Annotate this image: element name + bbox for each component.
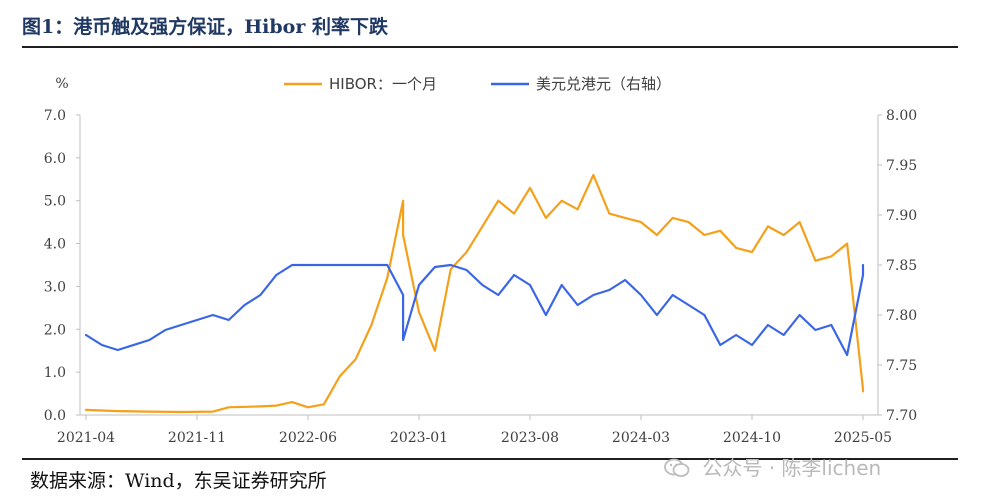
y-tick-label: 3.0: [44, 279, 66, 295]
chart-axes: 0.0 1.0 2.0 3.0 4.0 5.0 6.0 7.0 7.70 7.75 7.80 7.85…: [44, 76, 917, 446]
source-rule: [22, 458, 958, 460]
y2-tick-label: 7.95: [886, 158, 917, 174]
series-line-hibor: [84, 173, 865, 414]
legend-hibor-label: HIBOR：一个月: [329, 75, 437, 93]
y2-tick-label: 7.85: [886, 258, 917, 274]
x-tick-label: 2022-06: [279, 430, 337, 446]
y-axis-label: %: [55, 76, 68, 92]
series-line-usdhkd: [84, 263, 865, 357]
x-tick-label: 2021-04: [57, 430, 115, 446]
watermark-text: 公众号 · 陈李lichen: [702, 456, 882, 480]
figure-title: 图1：港币触及强方保证，Hibor 利率下跌: [22, 16, 388, 38]
chart-series: [84, 173, 865, 414]
y-tick-label: 5.0: [44, 194, 66, 210]
y-tick-label: 2.0: [44, 322, 66, 338]
y2-tick-label: 7.90: [886, 208, 917, 224]
y2-tick-label: 7.75: [886, 358, 917, 374]
y2-tick-label: 8.00: [886, 108, 917, 124]
x-tick-label: 2021-11: [168, 430, 226, 446]
y-tick-label: 0.0: [44, 408, 66, 424]
title-rule: [22, 46, 958, 48]
wechat-icon: [664, 458, 690, 477]
x-tick-label: 2023-01: [390, 430, 448, 446]
y2-tick-label: 7.80: [886, 308, 917, 324]
y2-tick-label: 7.70: [886, 408, 917, 424]
x-tick-label: 2023-08: [501, 430, 559, 446]
x-tick-label: 2024-10: [723, 430, 781, 446]
x-tick-label: 2024-03: [612, 430, 670, 446]
y-tick-label: 6.0: [44, 151, 66, 167]
legend-usdhkd-label: 美元兑港元（右轴）: [536, 75, 671, 93]
x-tick-label: 2025-05: [834, 430, 892, 446]
y-tick-label: 1.0: [44, 365, 66, 381]
watermark: 公众号 · 陈李lichen: [664, 452, 881, 481]
y-tick-label: 7.0: [44, 108, 66, 124]
chart-legend: HIBOR：一个月 美元兑港元（右轴）: [284, 75, 671, 93]
source-note: 数据来源：Wind，东吴证券研究所: [30, 470, 327, 492]
y-tick-label: 4.0: [44, 237, 66, 253]
